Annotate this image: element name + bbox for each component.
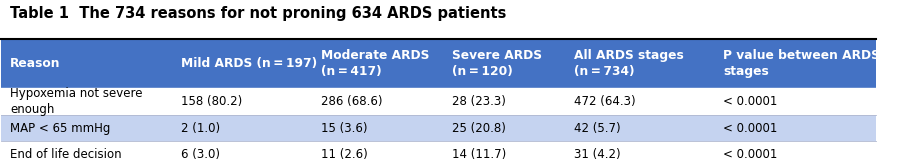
Bar [2,141,876,167]
Text: End of life decision: End of life decision [10,148,122,161]
Text: < 0.0001: < 0.0001 [723,95,778,108]
Text: Severe ARDS
(n = 120): Severe ARDS (n = 120) [452,49,542,78]
Text: Moderate ARDS
(n = 417): Moderate ARDS (n = 417) [321,49,429,78]
Text: Mild ARDS (n = 197): Mild ARDS (n = 197) [180,57,317,70]
Text: < 0.0001: < 0.0001 [723,122,778,134]
Bar [2,88,876,115]
Text: Reason: Reason [10,57,61,70]
Text: 286 (68.6): 286 (68.6) [321,95,383,108]
Text: 6 (3.0): 6 (3.0) [180,148,220,161]
Text: 42 (5.7): 42 (5.7) [575,122,621,134]
Text: 2 (1.0): 2 (1.0) [180,122,220,134]
Text: < 0.0001: < 0.0001 [723,148,778,161]
Bar [2,115,876,141]
Text: 11 (2.6): 11 (2.6) [321,148,367,161]
Text: 472 (64.3): 472 (64.3) [575,95,636,108]
Text: 15 (3.6): 15 (3.6) [321,122,367,134]
Text: 158 (80.2): 158 (80.2) [180,95,242,108]
Text: 25 (20.8): 25 (20.8) [452,122,506,134]
Text: 14 (11.7): 14 (11.7) [452,148,507,161]
Text: 31 (4.2): 31 (4.2) [575,148,621,161]
Text: Table 1  The 734 reasons for not proning 634 ARDS patients: Table 1 The 734 reasons for not proning … [10,6,507,21]
Text: All ARDS stages
(n = 734): All ARDS stages (n = 734) [575,49,684,78]
Text: Hypoxemia not severe
enough: Hypoxemia not severe enough [10,87,143,116]
Bar [2,39,876,88]
Text: P value between ARDS
stages: P value between ARDS stages [723,49,880,78]
Text: 28 (23.3): 28 (23.3) [452,95,506,108]
Text: MAP < 65 mmHg: MAP < 65 mmHg [10,122,110,134]
